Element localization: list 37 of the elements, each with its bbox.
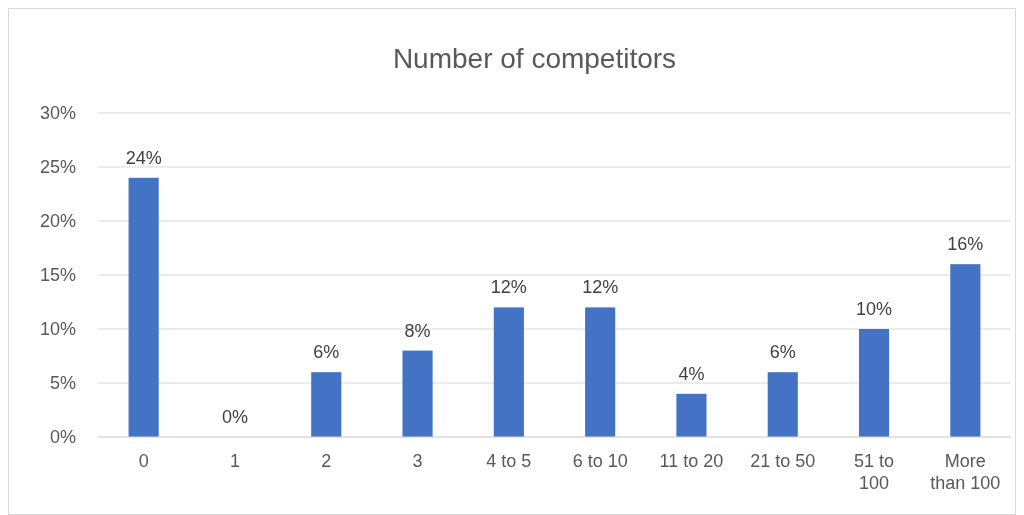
- data-label: 0%: [221, 407, 248, 427]
- bar: [402, 350, 433, 437]
- x-tick-label: More than 100: [930, 451, 1001, 493]
- x-tick-label: 51 to 100: [854, 451, 895, 493]
- y-tick-label: 25%: [39, 157, 76, 178]
- data-label: 10%: [856, 299, 893, 319]
- bar: [493, 307, 524, 437]
- x-tick-label: 6 to 10: [572, 451, 628, 471]
- chart-title: Number of competitors: [392, 43, 677, 74]
- x-tick-label: 21 to 50: [750, 451, 816, 471]
- x-tick-label: 4 to 5: [486, 451, 532, 471]
- bar: [128, 177, 159, 437]
- x-tick-label: 11 to 20: [659, 451, 724, 471]
- bar: [676, 393, 707, 437]
- x-tick-label: 0: [138, 451, 149, 471]
- y-tick-label: 15%: [39, 265, 76, 286]
- bar: [311, 372, 342, 437]
- y-tick-label: 0%: [49, 427, 76, 448]
- bar: [858, 329, 890, 437]
- data-label: 6%: [769, 342, 796, 363]
- y-tick-label: 30%: [39, 103, 76, 124]
- x-tick-label: 1: [229, 451, 240, 471]
- bar: [585, 307, 616, 437]
- data-label: 6%: [313, 342, 340, 363]
- data-label: 12%: [582, 277, 619, 298]
- x-tick-label: 3: [412, 451, 423, 471]
- data-label: 4%: [678, 363, 705, 384]
- x-tick-label: 2: [321, 451, 332, 471]
- data-label: 8%: [404, 320, 431, 341]
- data-label: 12%: [490, 277, 527, 298]
- bar: [767, 372, 798, 437]
- data-label: 24%: [125, 147, 162, 168]
- y-tick-label: 10%: [39, 319, 76, 340]
- y-tick-label: 5%: [49, 373, 76, 394]
- bar: [950, 264, 981, 437]
- y-tick-label: 20%: [39, 211, 76, 232]
- data-label: 16%: [947, 234, 984, 255]
